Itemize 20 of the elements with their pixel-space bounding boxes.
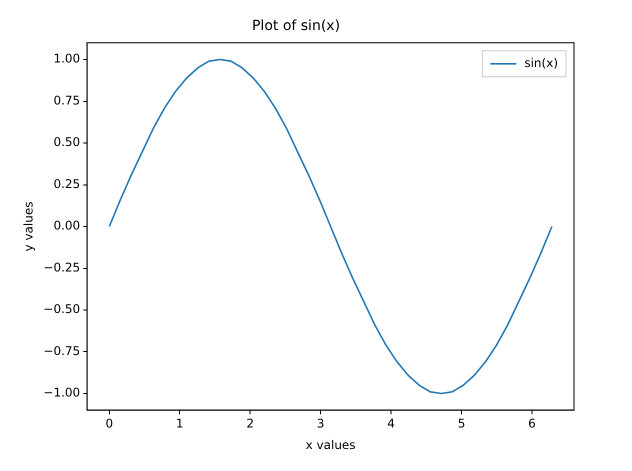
y-tick-label: −0.75 xyxy=(43,344,80,358)
y-tick-label: 0.00 xyxy=(53,218,80,233)
y-tick-label: 1.00 xyxy=(53,52,80,66)
y-tick-label: 0.25 xyxy=(53,176,80,191)
legend-label: sin(x) xyxy=(524,56,558,70)
x-axis-title: x values xyxy=(306,438,356,452)
x-tick-label: 4 xyxy=(387,416,395,431)
y-tick-label: −0.50 xyxy=(43,302,80,316)
y-tick-label: −0.25 xyxy=(43,260,80,274)
x-tick-label: 1 xyxy=(176,416,184,431)
y-axis-title: y values xyxy=(21,202,36,252)
y-tick-label: 0.75 xyxy=(53,93,80,108)
chart-title: Plot of sin(x) xyxy=(252,18,340,34)
x-tick-label: 2 xyxy=(246,416,254,431)
x-tick-label: 0 xyxy=(105,416,114,431)
x-tick-label: 6 xyxy=(528,416,536,431)
x-tick-label: 3 xyxy=(316,416,324,431)
y-tick-label: −1.00 xyxy=(43,386,80,400)
y-tick-label: 0.50 xyxy=(53,135,80,150)
x-tick-label: 5 xyxy=(458,416,466,431)
